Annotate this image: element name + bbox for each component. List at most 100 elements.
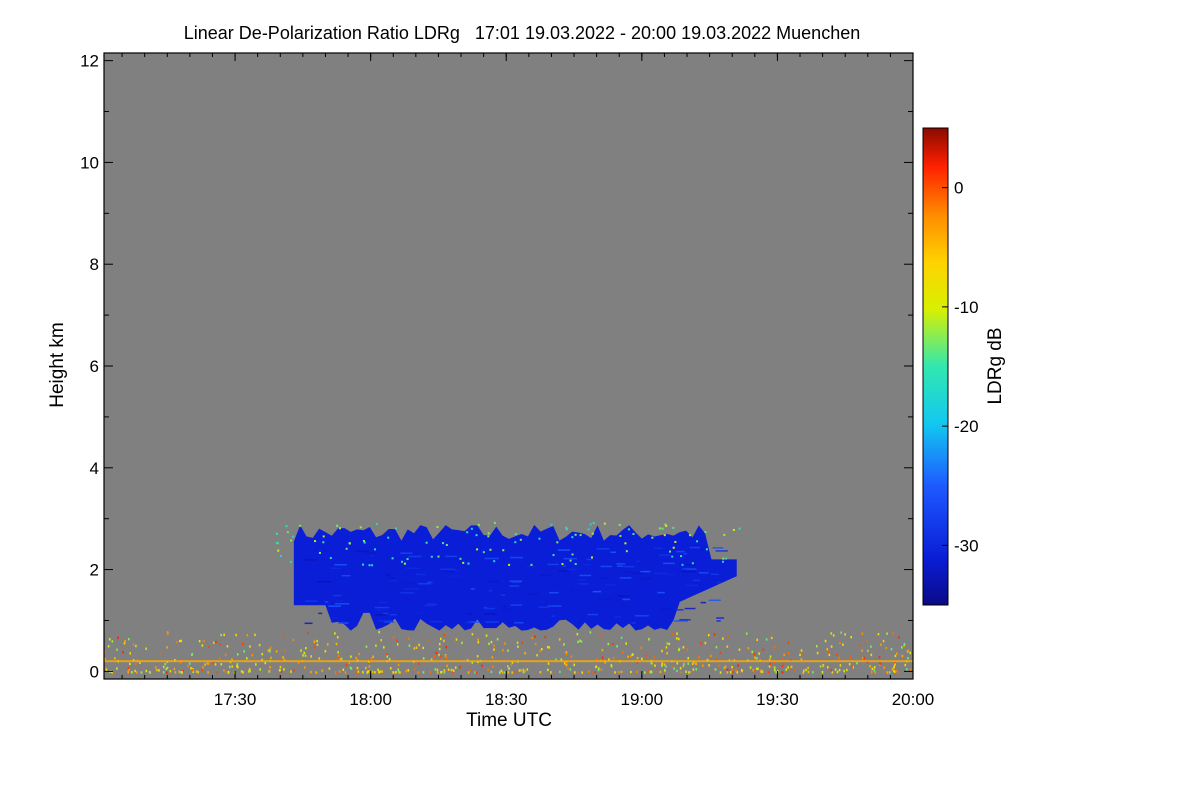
- cloud-texture: [408, 555, 422, 558]
- cloud-texture: [526, 565, 536, 568]
- noise-pixel: [592, 671, 594, 674]
- cloud-texture: [375, 614, 387, 616]
- noise-pixel: [807, 670, 810, 674]
- noise-pixel: [866, 649, 869, 653]
- noise-pixel: [148, 670, 151, 674]
- noise-pixel: [255, 663, 257, 666]
- noise-pixel: [129, 662, 131, 666]
- noise-pixel: [676, 669, 678, 673]
- cloud-texture: [616, 565, 623, 567]
- noise-pixel: [123, 642, 126, 645]
- noise-pixel: [207, 662, 210, 665]
- noise-pixel: [848, 663, 851, 666]
- fringe-pixel: [362, 540, 365, 543]
- noise-pixel: [367, 670, 369, 673]
- noise-pixel: [396, 643, 399, 646]
- noise-pixel: [181, 671, 183, 674]
- cloud-texture: [666, 573, 675, 576]
- cloud-texture: [619, 548, 631, 551]
- noise-pixel: [600, 668, 603, 671]
- noise-pixel: [907, 657, 909, 660]
- noise-pixel: [656, 667, 659, 670]
- fringe-pixel: [430, 555, 433, 558]
- noise-pixel: [179, 671, 181, 674]
- noise-pixel: [664, 669, 666, 672]
- noise-pixel: [805, 668, 807, 672]
- noise-pixel: [321, 669, 324, 672]
- fringe-pixel: [661, 527, 664, 530]
- noise-pixel: [629, 655, 632, 658]
- noise-pixel: [648, 638, 650, 641]
- cloud-texture: [562, 565, 566, 567]
- noise-pixel: [661, 664, 663, 667]
- fringe-pixel: [632, 533, 635, 536]
- y-tick-label: 0: [90, 662, 99, 681]
- noise-pixel: [208, 645, 210, 649]
- cloud-texture: [316, 580, 332, 583]
- fringe-pixel: [658, 527, 661, 530]
- noise-pixel: [650, 670, 653, 674]
- fringe-pixel: [680, 555, 683, 558]
- cloud-texture: [334, 603, 350, 605]
- cloud-texture: [509, 585, 520, 587]
- noise-pixel: [328, 667, 331, 670]
- noise-pixel: [601, 648, 604, 652]
- noise-pixel: [201, 644, 204, 647]
- fringe-pixel: [436, 526, 439, 529]
- noise-pixel: [381, 670, 384, 673]
- fringe-pixel: [722, 560, 725, 563]
- noise-pixel: [573, 663, 576, 667]
- noise-pixel: [214, 663, 217, 666]
- noise-pixel: [757, 667, 759, 671]
- fringe-pixel: [688, 534, 691, 537]
- noise-pixel: [768, 658, 771, 661]
- noise-pixel: [815, 645, 818, 648]
- cloud-texture: [341, 574, 351, 577]
- cloud-texture: [498, 580, 503, 582]
- noise-pixel: [283, 668, 285, 671]
- noise-pixel: [891, 668, 894, 671]
- fringe-pixel: [493, 521, 496, 524]
- noise-pixel: [709, 654, 712, 658]
- noise-pixel: [166, 631, 169, 634]
- cloud-texture: [416, 599, 422, 602]
- noise-pixel: [816, 651, 819, 655]
- fringe-pixel: [441, 542, 444, 545]
- fringe-pixel: [705, 548, 708, 551]
- cloud-texture: [377, 601, 388, 604]
- noise-pixel: [906, 668, 908, 671]
- fringe-pixel: [725, 557, 728, 560]
- noise-pixel: [493, 648, 495, 651]
- noise-pixel: [885, 671, 888, 674]
- fringe-pixel: [329, 557, 332, 560]
- fringe-pixel: [437, 555, 440, 558]
- fringe-pixel: [571, 553, 574, 556]
- cloud-texture: [430, 552, 434, 555]
- noise-pixel: [264, 661, 267, 665]
- noise-pixel: [192, 670, 194, 674]
- x-tick-label: 18:30: [485, 690, 528, 709]
- cloud-texture: [484, 607, 496, 610]
- noise-pixel: [826, 648, 829, 651]
- noise-pixel: [188, 662, 191, 665]
- cloud-texture: [681, 564, 697, 566]
- fringe-pixel: [674, 540, 677, 543]
- fringe-pixel: [587, 528, 590, 531]
- noise-pixel: [620, 670, 623, 674]
- cloud-texture: [496, 622, 502, 625]
- noise-pixel: [165, 671, 168, 674]
- noise-pixel: [492, 655, 495, 658]
- noise-pixel: [839, 664, 842, 667]
- noise-pixel: [852, 666, 854, 669]
- fringe-pixel: [425, 541, 428, 544]
- fringe-pixel: [574, 533, 577, 536]
- noise-pixel: [108, 638, 111, 641]
- noise-pixel: [461, 641, 463, 645]
- cloud-texture: [423, 605, 435, 607]
- noise-pixel: [313, 640, 316, 643]
- noise-pixel: [617, 670, 620, 674]
- noise-pixel: [832, 634, 835, 637]
- cloud-texture: [632, 572, 645, 575]
- noise-pixel: [762, 648, 765, 651]
- noise-pixel: [180, 639, 183, 643]
